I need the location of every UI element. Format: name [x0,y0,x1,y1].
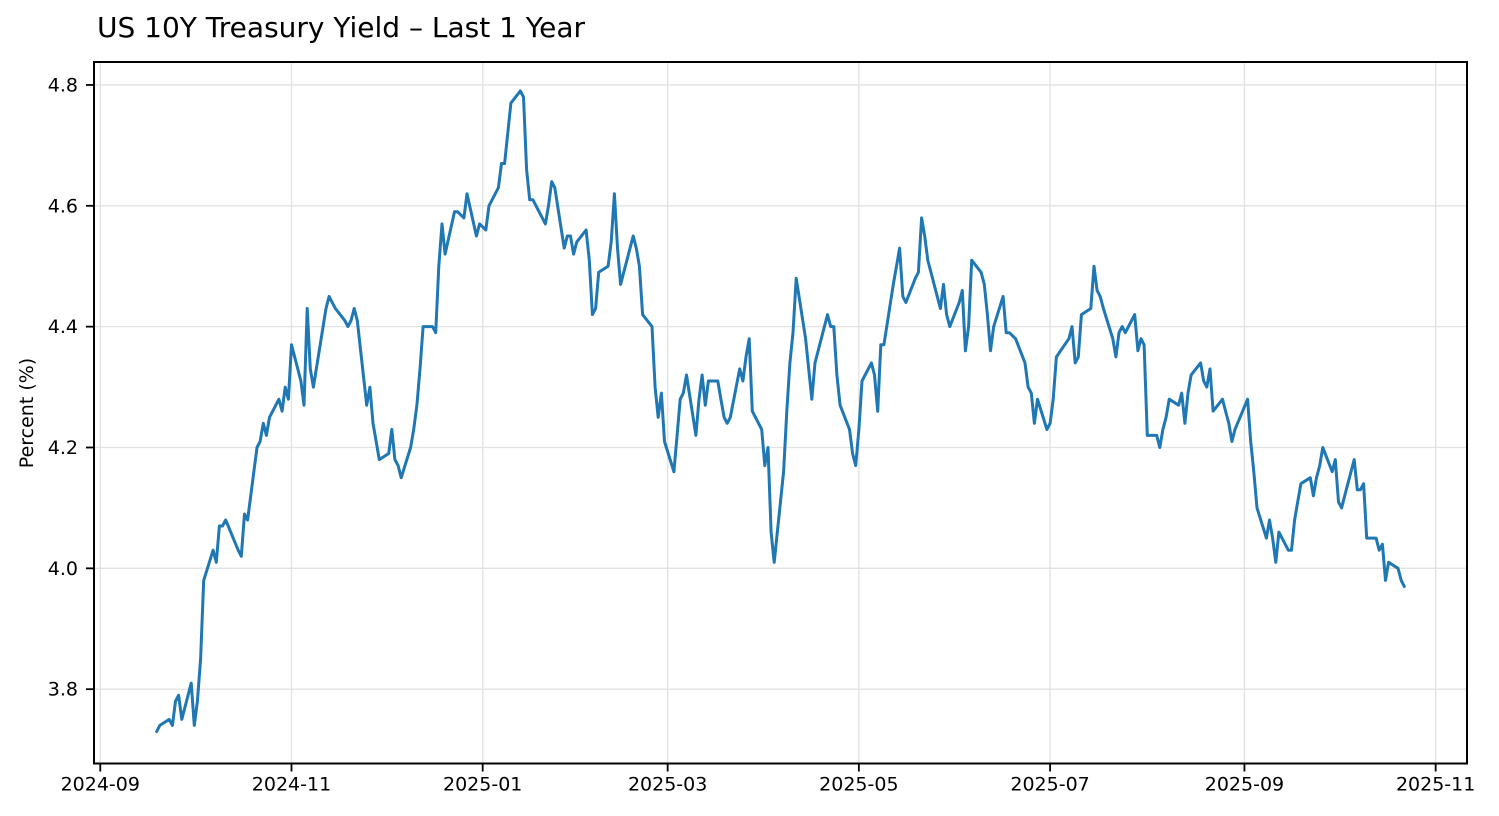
y-tick-label: 4.2 [48,437,78,459]
chart-title: US 10Y Treasury Yield – Last 1 Year [97,11,586,44]
plot-area: 2024-09 2024-11 2025-01 2025-03 2025-05 2025-… [48,61,1475,796]
x-tick-label: 2025-05 [819,774,898,796]
plot-border [93,61,1468,765]
x-tick-label: 2025-01 [443,774,522,796]
y-tick-label: 4.6 [48,195,78,217]
x-tick-label: 2025-03 [628,774,707,796]
y-tick-label: 4.4 [48,316,78,338]
y-tick-label: 4.8 [48,74,78,96]
plot-background [94,62,1467,764]
y-tick-label: 3.8 [48,679,78,701]
x-tick-label: 2024-11 [252,774,331,796]
x-tick-label: 2024-09 [61,774,140,796]
x-tick-label: 2025-09 [1205,774,1284,796]
yield-line-series [155,89,1406,733]
x-tick-label: 2025-11 [1396,774,1475,796]
y-axis-label: Percent (%) [16,358,38,468]
x-tick-label: 2025-07 [1010,774,1089,796]
y-tick-label: 4.0 [48,558,78,580]
